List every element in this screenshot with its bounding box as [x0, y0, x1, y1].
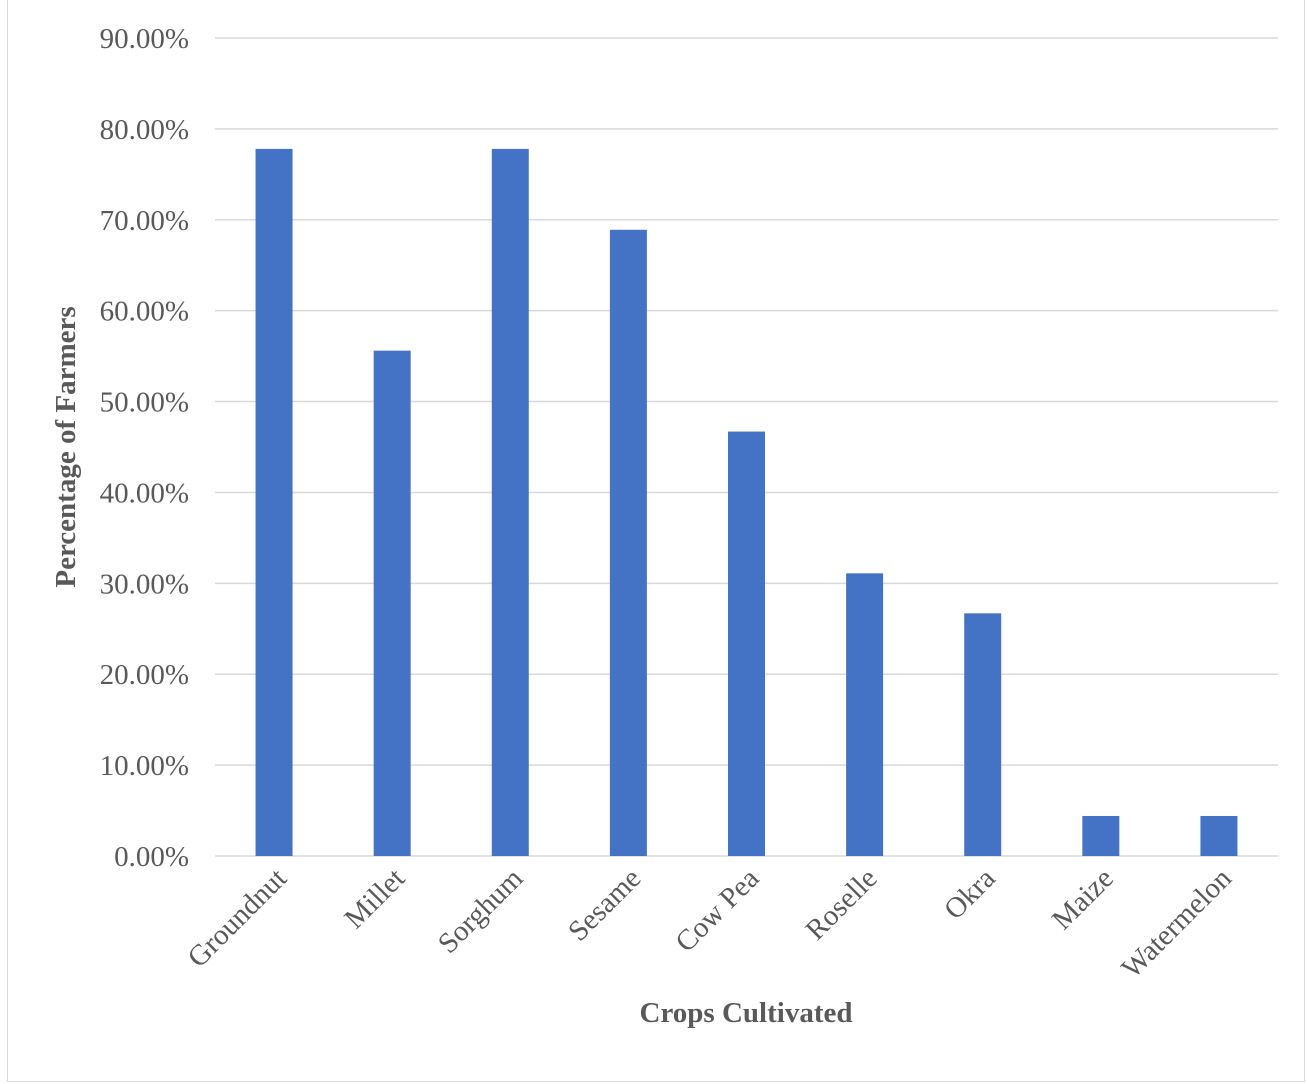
- bar-millet: [373, 350, 411, 856]
- x-axis-title: Crops Cultivated: [640, 997, 853, 1029]
- bar-sorghum: [491, 148, 529, 856]
- bar-maize: [1082, 816, 1120, 856]
- y-tick-label: 40.00%: [100, 477, 189, 509]
- y-tick-label: 20.00%: [100, 659, 189, 691]
- y-tick-label: 90.00%: [100, 23, 189, 55]
- x-tick-label: Maize: [1046, 862, 1120, 936]
- x-tick-label: Sesame: [562, 862, 647, 947]
- chart-frame: [7, 0, 1305, 1082]
- x-tick-label: Sorghum: [432, 862, 530, 960]
- y-tick-label: 30.00%: [100, 568, 189, 600]
- y-axis-title: Percentage of Farmers: [50, 306, 82, 587]
- y-tick-label: 70.00%: [100, 205, 189, 237]
- x-axis-ticks: Groundnut Millet Sorghum Sesame Cow Pea Rosel…: [182, 862, 1239, 985]
- x-tick-label: Okra: [938, 862, 1002, 926]
- y-tick-label: 0.00%: [114, 841, 189, 873]
- y-tick-label: 10.00%: [100, 750, 189, 782]
- bars: [255, 148, 1238, 856]
- x-tick-label: Cow Pea: [669, 862, 765, 958]
- y-tick-label: 60.00%: [100, 296, 189, 328]
- y-axis-ticks: 0.00% 10.00% 20.00% 30.00% 40.00% 50.00% 60.00…: [100, 23, 189, 873]
- x-tick-label: Watermelon: [1116, 862, 1239, 985]
- bar-roselle: [846, 573, 884, 856]
- bar-sesame: [609, 229, 647, 856]
- y-tick-label: 50.00%: [100, 387, 189, 419]
- bar-groundnut: [255, 148, 293, 856]
- y-tick-label: 80.00%: [100, 114, 189, 146]
- x-tick-label: Millet: [338, 862, 411, 935]
- bar-watermelon: [1200, 816, 1238, 856]
- x-tick-label: Roselle: [799, 862, 883, 946]
- bar-cow-pea: [728, 431, 765, 856]
- x-tick-label: Groundnut: [182, 862, 293, 973]
- bar-okra: [964, 613, 1002, 856]
